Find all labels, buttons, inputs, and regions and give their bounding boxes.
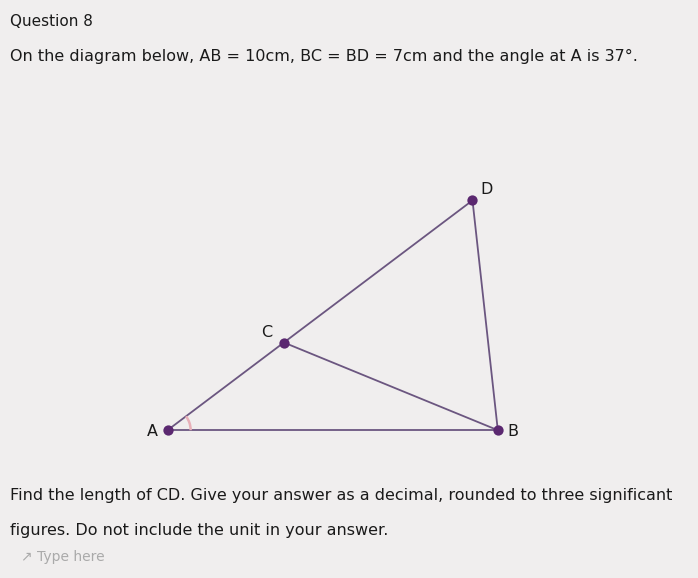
- Text: On the diagram below, AB = 10cm, BC = BD = 7cm and the angle at A is 37°.: On the diagram below, AB = 10cm, BC = BD…: [10, 49, 639, 64]
- Text: C: C: [261, 325, 272, 340]
- Text: D: D: [481, 182, 493, 197]
- Point: [492, 425, 503, 435]
- Point: [162, 425, 173, 435]
- Point: [279, 338, 290, 347]
- Text: B: B: [507, 424, 518, 439]
- Text: ↗ Type here: ↗ Type here: [21, 550, 105, 564]
- Point: [467, 196, 478, 205]
- Text: Find the length of CD. Give your answer as a decimal, rounded to three significa: Find the length of CD. Give your answer …: [10, 488, 673, 503]
- Text: Question 8: Question 8: [10, 14, 94, 29]
- Text: figures. Do not include the unit in your answer.: figures. Do not include the unit in your…: [10, 523, 389, 538]
- Text: A: A: [147, 424, 158, 439]
